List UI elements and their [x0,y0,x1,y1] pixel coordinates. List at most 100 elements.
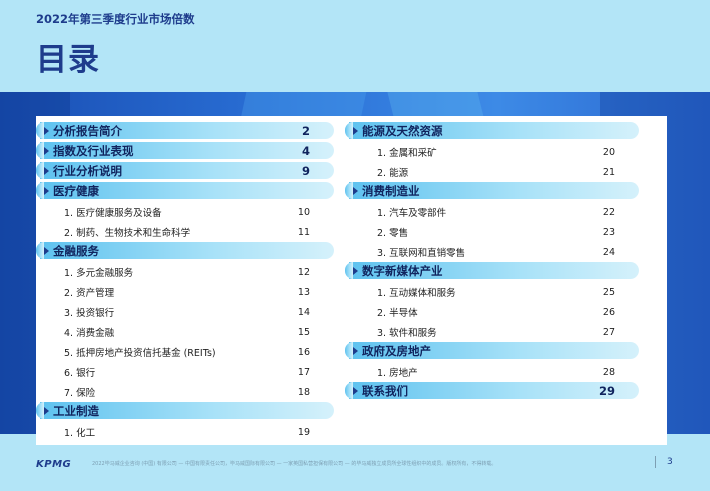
toc-section-header[interactable]: 数字新媒体产业 [345,262,639,279]
toc-section-label: 指数及行业表现 [53,143,134,158]
toc-item[interactable]: 6. 银行 17 [40,362,334,382]
triangle-right-icon [44,246,49,255]
toc-page-number: 28 [602,366,615,378]
toc-page-number: 12 [297,266,310,278]
toc-page-number: 4 [301,143,310,158]
toc-item-label: 1. 多元金融服务 [64,268,134,279]
toc-page-number: 11 [297,226,310,238]
page-title: 目录 [36,42,100,78]
footer-divider [655,456,656,468]
toc-page-number: 9 [301,163,310,178]
toc-item-label: 5. 抵押房地产投资信托基金 (REITs) [64,348,216,359]
toc-item-label: 1. 化工 [64,428,96,439]
toc-item[interactable]: 3. 软件和服务 27 [349,322,639,342]
toc-page-number: 10 [297,206,310,218]
kpmg-logo: KPMG [36,459,72,470]
toc-item-label: 1. 医疗健康服务及设备 [64,208,162,219]
toc-section-label: 工业制造 [53,403,99,418]
toc-page-number: 26 [602,306,615,318]
toc-section-header[interactable]: 指数及行业表现 4 [36,142,334,159]
toc-item-label: 3. 软件和服务 [377,328,437,339]
toc-item[interactable]: 7. 保险 18 [40,382,334,402]
footer-legal-text: 2022毕马威企业咨询 (中国) 有限公司 — 中国有限责任公司，毕马威国际有限… [92,461,497,467]
toc-item[interactable]: 1. 化工 19 [40,422,334,442]
toc-section-header[interactable]: 分析报告简介 2 [36,122,334,139]
toc-page-number: 23 [602,226,615,238]
toc-item-label: 7. 保险 [64,388,96,399]
toc-section-label: 消费制造业 [362,183,420,198]
toc-page-number: 20 [602,146,615,158]
triangle-right-icon [353,186,358,195]
toc-item-label: 4. 消费金融 [64,328,115,339]
triangle-right-icon [44,186,49,195]
toc-item[interactable]: 1. 房地产 28 [349,362,639,382]
toc-panel: 分析报告简介 2 指数及行业表现 4 行业分析说明 9 医疗健康 1. 医疗健康服务及设备 10… [36,116,667,445]
toc-item[interactable]: 1. 互动媒体和服务 25 [349,282,639,302]
toc-item[interactable]: 2. 零售 23 [349,222,639,242]
toc-item-label: 1. 汽车及零部件 [377,208,447,219]
triangle-right-icon [44,406,49,415]
toc-section-header[interactable]: 行业分析说明 9 [36,162,334,179]
toc-section-label: 联系我们 [362,383,408,398]
triangle-right-icon [353,386,358,395]
toc-item[interactable]: 2. 资产管理 13 [40,282,334,302]
toc-page-number: 21 [602,166,615,178]
toc-item[interactable]: 2. 制药、生物技术和生命科学 11 [40,222,334,242]
toc-item-label: 2. 零售 [377,228,409,239]
toc-section-label: 分析报告简介 [53,123,122,138]
triangle-right-icon [44,126,49,135]
toc-item[interactable]: 1. 汽车及零部件 22 [349,202,639,222]
page-number: 3 [667,457,673,467]
toc-item-label: 6. 银行 [64,368,96,379]
toc-section-label: 能源及天然资源 [362,123,443,138]
toc-item-label: 2. 能源 [377,168,409,179]
toc-page-number: 14 [297,306,310,318]
toc-item[interactable]: 1. 医疗健康服务及设备 10 [40,202,334,222]
report-subtitle: 2022年第三季度行业市场倍数 [36,12,195,26]
toc-section-header[interactable]: 能源及天然资源 [345,122,639,139]
toc-page-number: 13 [297,286,310,298]
toc-item[interactable]: 1. 多元金融服务 12 [40,262,334,282]
toc-item[interactable]: 3. 互联网和直销零售 24 [349,242,639,262]
toc-section-header[interactable]: 联系我们 29 [345,382,639,399]
toc-section-label: 金融服务 [53,243,99,258]
triangle-right-icon [353,346,358,355]
toc-item-label: 1. 互动媒体和服务 [377,288,456,299]
toc-item-label: 1. 金属和采矿 [377,148,437,159]
triangle-right-icon [353,126,358,135]
toc-page-number: 22 [602,206,615,218]
toc-item-label: 2. 半导体 [377,308,418,319]
toc-item-label: 3. 互联网和直销零售 [377,248,466,259]
toc-section-label: 行业分析说明 [53,163,122,178]
toc-section-header[interactable]: 政府及房地产 [345,342,639,359]
toc-item-label: 2. 制药、生物技术和生命科学 [64,228,191,239]
toc-left-column: 分析报告简介 2 指数及行业表现 4 行业分析说明 9 医疗健康 1. 医疗健康服务及设备 10… [36,122,334,442]
toc-page-number: 25 [602,286,615,298]
triangle-right-icon [44,146,49,155]
toc-section-header[interactable]: 消费制造业 [345,182,639,199]
toc-section-label: 数字新媒体产业 [362,263,443,278]
toc-page-number: 16 [297,346,310,358]
toc-item[interactable]: 3. 投资银行 14 [40,302,334,322]
toc-page-number: 18 [297,386,310,398]
toc-item-label: 2. 资产管理 [64,288,115,299]
toc-page-number: 24 [602,246,615,258]
toc-right-column: 能源及天然资源 1. 金属和采矿 20 2. 能源 21 消费制造业 1. 汽车及零部件 22… [345,122,639,402]
toc-item[interactable]: 2. 能源 21 [349,162,639,182]
toc-page-number: 27 [602,326,615,338]
toc-item-label: 1. 房地产 [377,368,418,379]
toc-item[interactable]: 2. 半导体 26 [349,302,639,322]
toc-section-header[interactable]: 金融服务 [36,242,334,259]
toc-item[interactable]: 4. 消费金融 15 [40,322,334,342]
toc-item[interactable]: 5. 抵押房地产投资信托基金 (REITs) 16 [40,342,334,362]
toc-section-label: 政府及房地产 [362,343,431,358]
toc-section-label: 医疗健康 [53,183,99,198]
toc-page-number: 19 [297,426,310,438]
triangle-right-icon [353,266,358,275]
toc-section-header[interactable]: 工业制造 [36,402,334,419]
toc-page-number: 17 [297,366,310,378]
toc-page-number: 29 [598,383,615,398]
toc-item[interactable]: 1. 金属和采矿 20 [349,142,639,162]
triangle-right-icon [44,166,49,175]
toc-section-header[interactable]: 医疗健康 [36,182,334,199]
